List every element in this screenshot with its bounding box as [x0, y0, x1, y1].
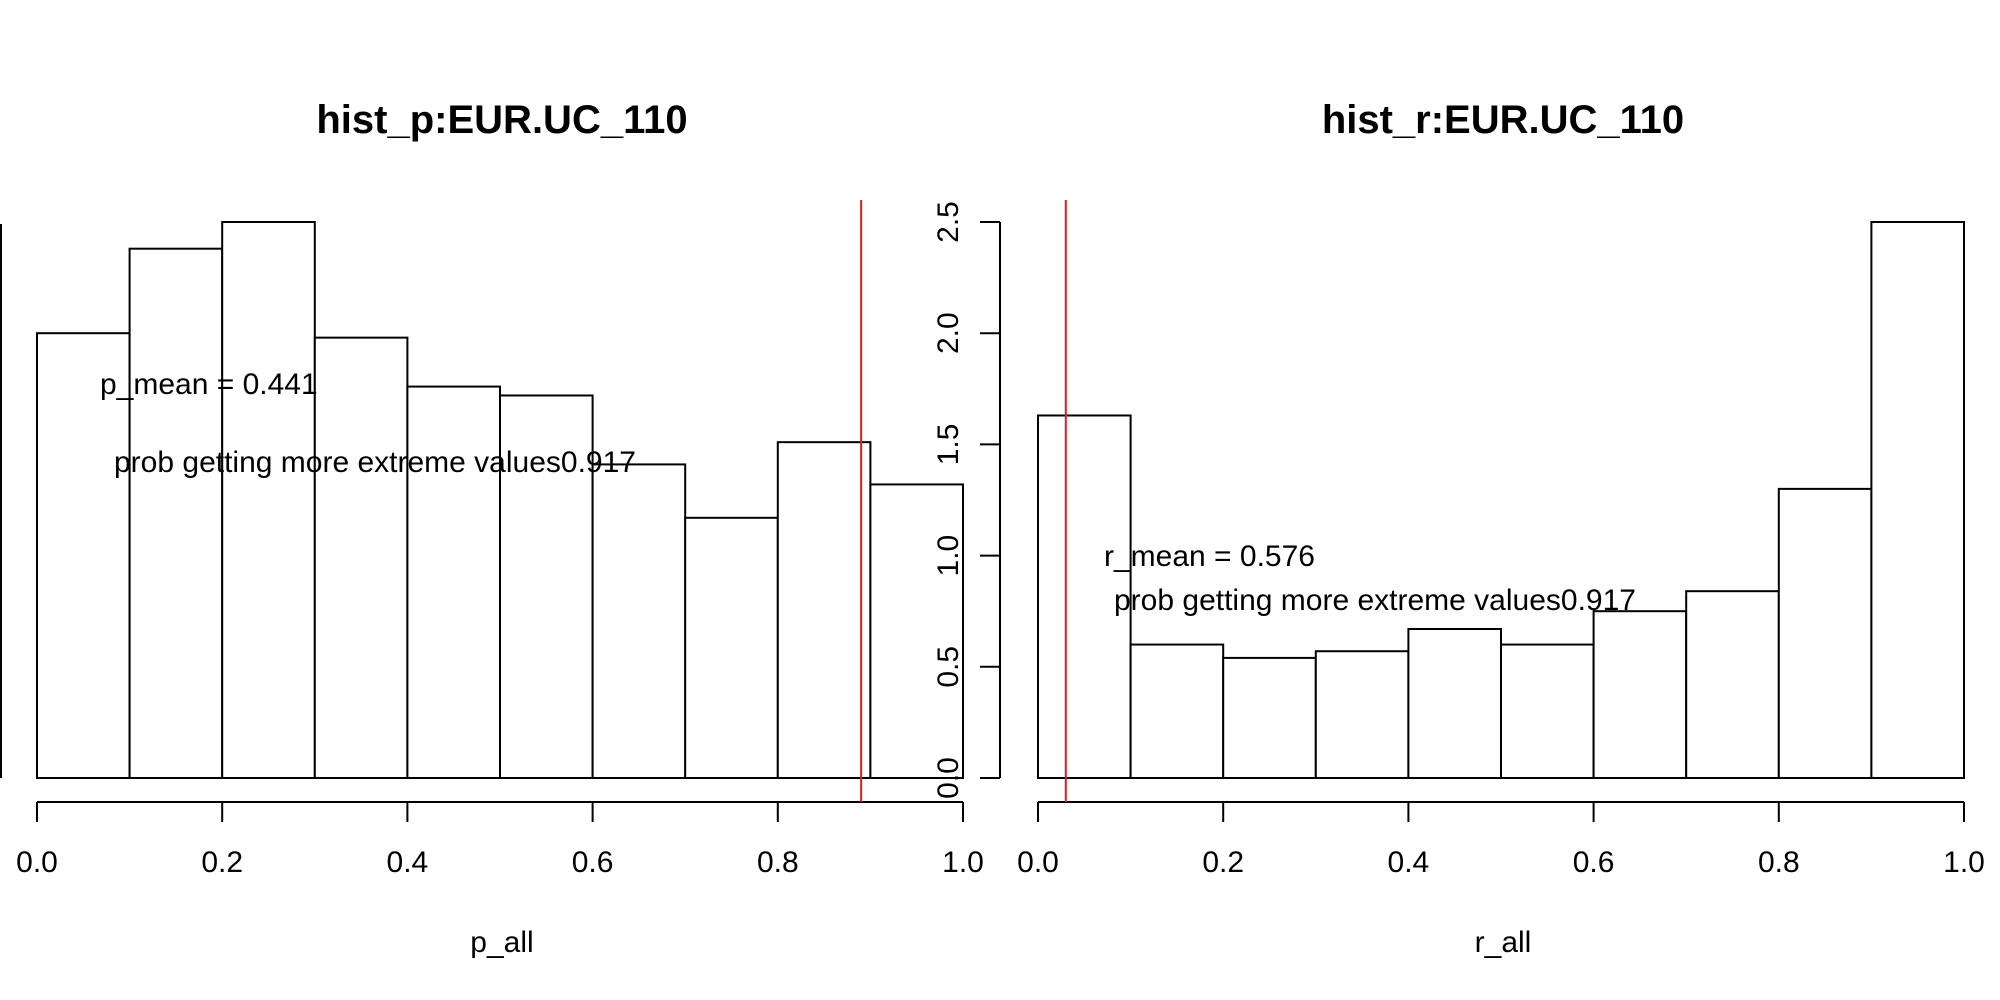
- panel-p-bar-3: [221, 221, 316, 779]
- panel-r-x-tick-label: 0.2: [1202, 846, 1244, 879]
- panel-p-bar-2: [128, 247, 224, 780]
- panel-p-bar-1: [36, 332, 131, 779]
- panel-p-bar-9: [776, 441, 872, 779]
- panel-p-bar-5: [406, 385, 501, 779]
- panel-r-title: hist_r:EUR.UC_110: [1322, 98, 1684, 142]
- panel-p-mean-annotation: p_mean = 0.441: [100, 368, 318, 401]
- panel-p-prob-annotation: prob getting more extreme values0.917: [114, 446, 636, 479]
- panel-r-bar-8: [1685, 590, 1780, 780]
- panel-r-bar-10: [1870, 221, 1966, 779]
- panel-r-bar-6: [1500, 643, 1595, 779]
- panel-r-x-tick-label: 0.4: [1388, 846, 1430, 879]
- panel-r-bars: [1037, 221, 1966, 780]
- panel-p-x-tick-label: 0.2: [201, 846, 243, 879]
- panel-r: hist_r:EUR.UC_110 0.0 0.5 1.0 1.5 2.0 2.5 0.0…: [932, 98, 1985, 959]
- panel-p-bar-7: [591, 463, 687, 779]
- panel-r-x-axis: 0.0 0.2 0.4 0.6 0.8 1.0: [1017, 801, 1985, 879]
- panel-r-x-tick-label: 0.0: [1017, 846, 1059, 879]
- panel-r-y-tick-label: 1.0: [932, 535, 965, 577]
- panel-r-bar-4: [1314, 650, 1410, 779]
- panel-p: hist_p:EUR.UC_110 0.0 0.2 0.4 0.6 0.8 1.0 p_m…: [0, 98, 984, 959]
- panel-p-bar-4: [313, 336, 409, 779]
- panel-p-bar-10: [869, 483, 965, 779]
- panel-r-bar-3: [1222, 656, 1317, 779]
- panel-r-bar-1: [1037, 414, 1132, 779]
- panel-r-bar-7: [1592, 610, 1688, 780]
- panel-r-prob-annotation: prob getting more extreme values0.917: [1114, 584, 1636, 617]
- panel-r-y-tick-label: 0.5: [932, 646, 965, 688]
- panel-p-bar-6: [499, 394, 594, 779]
- panel-r-y-axis: 0.0 0.5 1.0 1.5 2.0 2.5: [932, 201, 1001, 799]
- panel-p-x-tick-label: 0.0: [16, 846, 58, 879]
- panel-r-bar-9: [1777, 487, 1873, 779]
- panel-p-bars: [36, 221, 965, 780]
- panel-r-y-tick-label: 2.0: [932, 312, 965, 354]
- panel-p-x-tick-label: 0.4: [387, 846, 429, 879]
- panel-p-x-tick-label: 1.0: [942, 846, 984, 879]
- panel-r-bar-5: [1407, 627, 1503, 779]
- panel-p-x-axis: 0.0 0.2 0.4 0.6 0.8 1.0: [16, 801, 984, 879]
- panel-p-x-axis-label: p_all: [470, 926, 533, 959]
- panel-r-x-axis-label: r_all: [1475, 926, 1532, 959]
- panel-p-x-tick-label: 0.6: [572, 846, 614, 879]
- panel-r-x-tick-label: 0.8: [1758, 846, 1800, 879]
- panel-r-bar-2: [1129, 643, 1225, 779]
- panel-r-y-tick-label: 0.0: [932, 757, 965, 799]
- panel-p-bar-8: [684, 516, 779, 779]
- panel-r-x-tick-label: 0.6: [1573, 846, 1615, 879]
- panel-r-x-tick-label: 1.0: [1943, 846, 1985, 879]
- panel-r-y-tick-label: 1.5: [932, 424, 965, 466]
- panel-p-title: hist_p:EUR.UC_110: [316, 98, 687, 142]
- panel-r-mean-annotation: r_mean = 0.576: [1104, 540, 1315, 573]
- panel-r-y-tick-label: 2.5: [932, 201, 965, 243]
- panel-p-x-tick-label: 0.8: [757, 846, 799, 879]
